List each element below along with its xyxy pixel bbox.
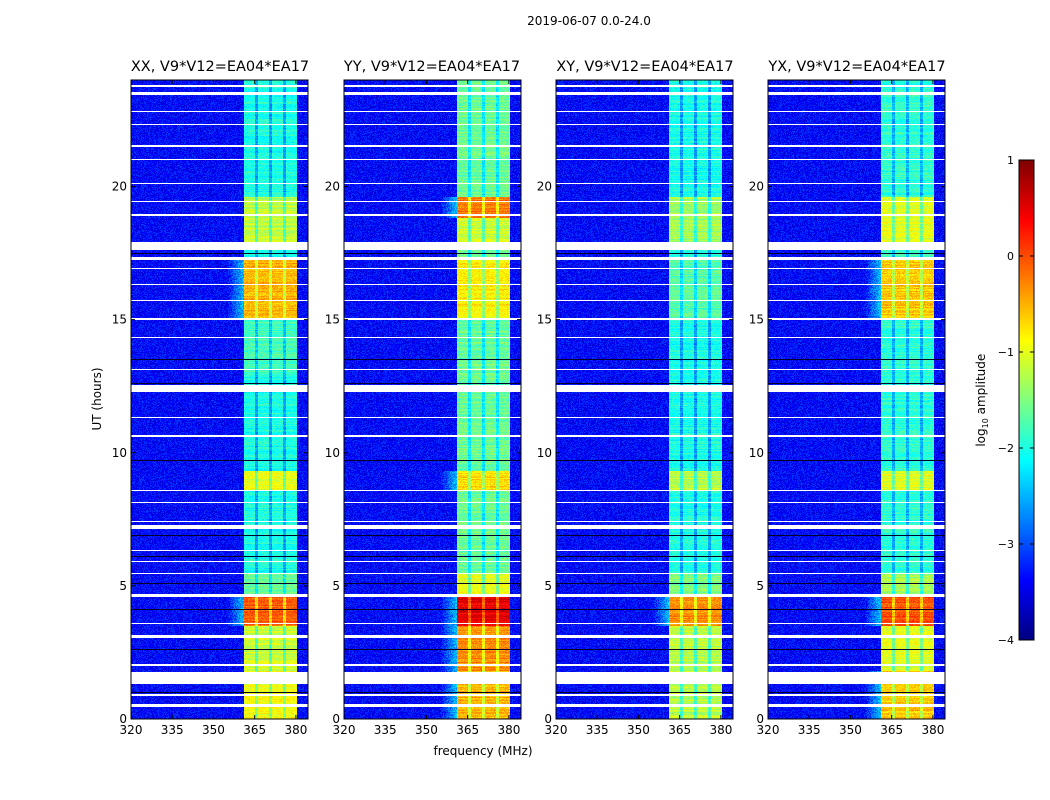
y-tick-label: 20	[112, 180, 127, 194]
panel-title-yx: YX, V9*V12=EA04*EA17	[768, 59, 946, 75]
colorbar-label-sub: 10	[981, 418, 991, 429]
x-tick-label: 350	[415, 723, 438, 737]
panel-title-xy: XY, V9*V12=EA04*EA17	[556, 59, 734, 75]
colorbar-label-rest: amplitude	[973, 353, 988, 419]
heatmap-xx	[131, 80, 308, 719]
y-tick-label: 20	[537, 180, 552, 194]
y-tick-label: 0	[756, 712, 764, 726]
x-tick-label: 365	[456, 723, 479, 737]
heatmap-yy	[344, 80, 521, 719]
axes-frame	[343, 79, 522, 720]
heatmap-yx	[768, 80, 945, 719]
x-tick-label: 350	[627, 723, 650, 737]
y-tick-label: 0	[119, 712, 127, 726]
x-tick-label: 320	[757, 723, 780, 737]
colorbar-tick-label: −2	[998, 442, 1014, 455]
y-tick-label: 10	[537, 446, 552, 460]
colorbar-label-log: log	[973, 428, 988, 447]
x-tick-label: 335	[374, 723, 397, 737]
colorbar-tick-label: −1	[998, 346, 1014, 359]
x-tick-label: 335	[586, 723, 609, 737]
x-tick-label: 350	[202, 723, 225, 737]
y-tick-label: 0	[332, 712, 340, 726]
y-tick-label: 15	[112, 313, 127, 327]
y-tick-label: 0	[544, 712, 552, 726]
axes-frame	[767, 79, 946, 720]
axes-frame	[130, 79, 309, 720]
x-tick-label: 335	[161, 723, 184, 737]
colorbar-tick-label: 1	[1007, 154, 1014, 167]
y-tick-label: 5	[756, 579, 764, 593]
x-tick-label: 380	[921, 723, 944, 737]
y-tick-label: 15	[749, 313, 764, 327]
y-axis-label: UT (hours)	[90, 367, 104, 431]
x-tick-label: 320	[120, 723, 143, 737]
figure-title: 2019-06-07 0.0-24.0	[527, 14, 651, 28]
x-tick-label: 320	[333, 723, 356, 737]
colorbar-tick-label: −3	[998, 538, 1014, 551]
colorbar	[1019, 160, 1034, 640]
y-tick-label: 10	[325, 446, 340, 460]
y-tick-label: 15	[537, 313, 552, 327]
x-tick-label: 365	[880, 723, 903, 737]
y-tick-label: 15	[325, 313, 340, 327]
colorbar-label: log10 amplitude	[974, 350, 990, 450]
y-tick-label: 20	[325, 180, 340, 194]
x-tick-label: 380	[497, 723, 520, 737]
x-tick-label: 335	[798, 723, 821, 737]
panel-title-xx: XX, V9*V12=EA04*EA17	[130, 59, 310, 75]
axes-frame	[555, 79, 734, 720]
y-tick-label: 5	[119, 579, 127, 593]
y-tick-label: 5	[332, 579, 340, 593]
x-tick-label: 350	[839, 723, 862, 737]
x-tick-label: 365	[668, 723, 691, 737]
y-tick-label: 5	[544, 579, 552, 593]
colorbar-tick-label: −4	[998, 634, 1014, 647]
x-tick-label: 380	[709, 723, 732, 737]
y-tick-label: 10	[749, 446, 764, 460]
x-axis-label: frequency (MHz)	[433, 744, 533, 758]
x-tick-label: 365	[243, 723, 266, 737]
y-tick-label: 20	[749, 180, 764, 194]
heatmap-xy	[556, 80, 733, 719]
x-tick-label: 380	[284, 723, 307, 737]
x-tick-label: 320	[545, 723, 568, 737]
panel-title-yy: YY, V9*V12=EA04*EA17	[343, 59, 521, 75]
y-tick-label: 10	[112, 446, 127, 460]
colorbar-frame	[1018, 159, 1035, 641]
colorbar-tick-label: 0	[1007, 250, 1014, 263]
